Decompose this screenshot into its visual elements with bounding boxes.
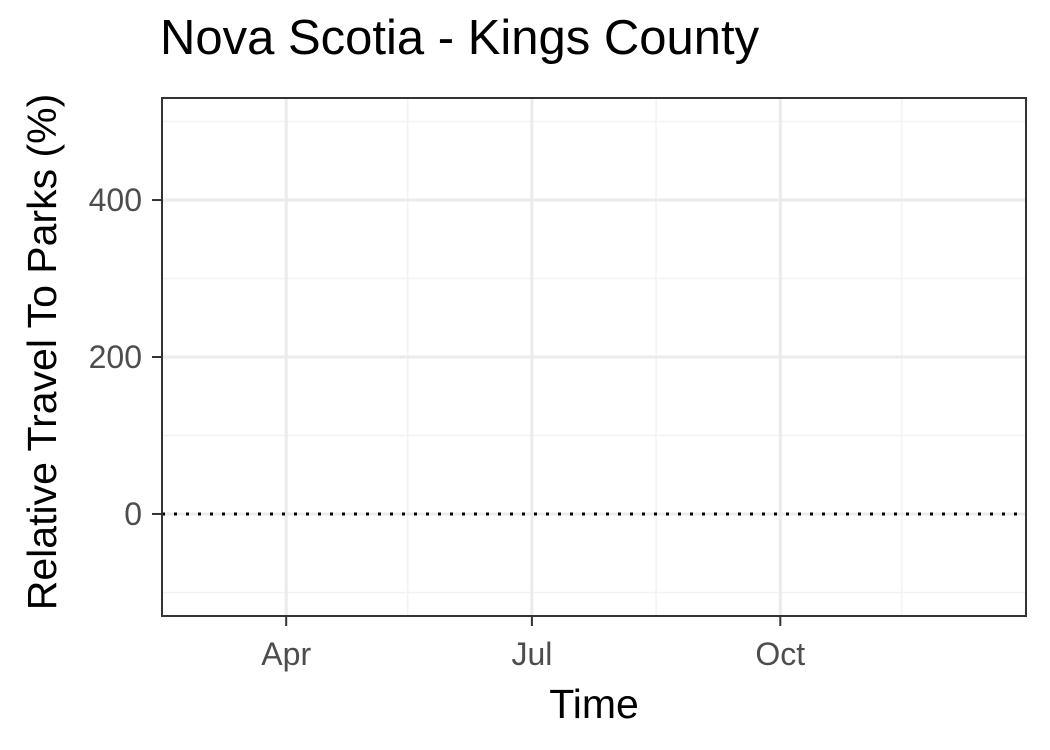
x-tick-label: Jul [511, 636, 552, 672]
y-tick-label: 200 [89, 339, 142, 375]
x-tick-label: Oct [755, 636, 805, 672]
y-axis: 0 200 400 [89, 182, 162, 532]
x-tick-label: Apr [261, 636, 311, 672]
major-gridlines [162, 98, 1026, 616]
chart-title: Nova Scotia - Kings County [160, 11, 760, 65]
x-axis-title: Time [549, 681, 639, 727]
y-tick-label: 400 [89, 182, 142, 218]
x-axis: Apr Jul Oct [261, 616, 805, 672]
y-axis-title: Relative Travel To Parks (%) [19, 94, 65, 610]
y-tick-label: 0 [124, 496, 142, 532]
